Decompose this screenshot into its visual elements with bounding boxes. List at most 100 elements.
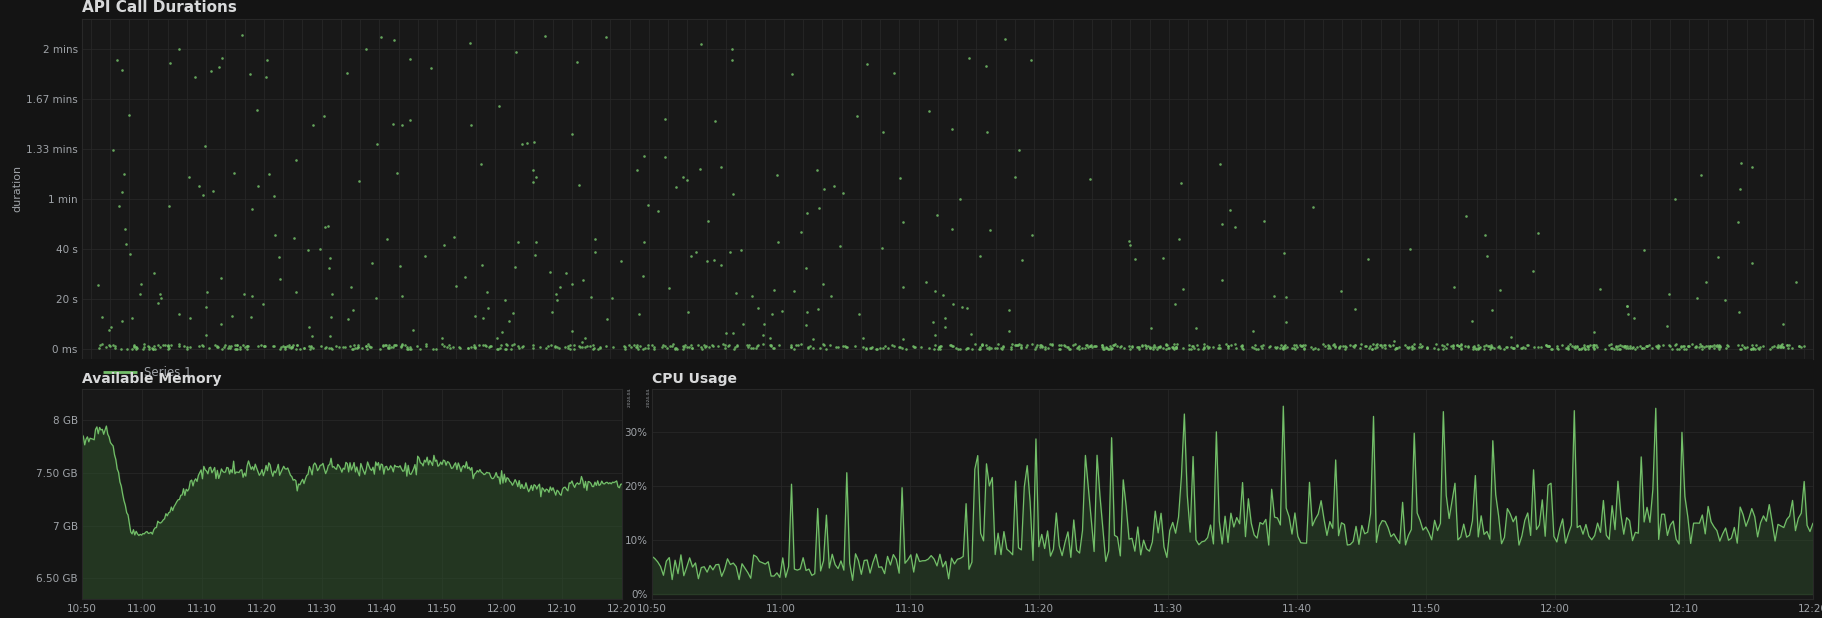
Point [650, 341, 680, 351]
Point [1773, 340, 1802, 350]
Point [472, 287, 501, 297]
Point [474, 303, 503, 313]
Point [1694, 341, 1724, 351]
Point [321, 341, 350, 351]
Point [259, 341, 288, 350]
Point [191, 329, 220, 339]
Point [676, 341, 705, 350]
Point [862, 344, 891, 354]
Point [1152, 344, 1181, 354]
Point [1359, 339, 1388, 349]
Point [496, 344, 525, 353]
Point [1354, 255, 1383, 265]
Point [661, 344, 691, 353]
Point [1547, 340, 1576, 350]
Point [1738, 341, 1767, 350]
Point [1308, 339, 1337, 349]
Point [206, 273, 235, 282]
Point [149, 340, 179, 350]
Point [1204, 340, 1233, 350]
Point [578, 344, 607, 354]
Point [1474, 341, 1503, 351]
Point [1581, 340, 1611, 350]
Point [1764, 341, 1793, 350]
Point [1605, 344, 1634, 354]
Point [565, 341, 594, 350]
Point [889, 282, 918, 292]
Point [1469, 344, 1498, 354]
Point [1088, 341, 1117, 350]
Point [756, 340, 785, 350]
Point [284, 344, 313, 353]
Point [275, 342, 304, 352]
Point [432, 342, 461, 352]
Point [337, 305, 366, 315]
Point [97, 322, 126, 332]
Point [466, 159, 496, 169]
Point [1341, 341, 1370, 350]
Point [1100, 339, 1130, 349]
Point [333, 67, 363, 77]
Point [295, 344, 324, 353]
Point [1618, 342, 1647, 352]
Point [335, 341, 364, 350]
Point [543, 295, 572, 305]
Point [1405, 339, 1434, 349]
Point [975, 344, 1004, 353]
Point [1580, 341, 1609, 350]
Point [1693, 341, 1722, 351]
Point [1075, 174, 1104, 184]
Point [226, 344, 255, 353]
Point [133, 341, 162, 350]
Point [1397, 342, 1427, 352]
Point [270, 342, 299, 352]
Point [1470, 231, 1500, 240]
Point [727, 245, 756, 255]
Point [864, 344, 893, 354]
Point [1459, 341, 1489, 351]
Point [250, 341, 279, 351]
Point [293, 245, 322, 255]
Point [361, 293, 390, 303]
Point [250, 341, 279, 351]
Point [242, 105, 271, 115]
Point [552, 268, 581, 277]
Point [441, 281, 470, 291]
Point [271, 344, 301, 354]
Point [468, 260, 497, 270]
Point [703, 341, 732, 351]
Point [559, 344, 589, 353]
Point [734, 342, 763, 352]
Point [233, 341, 262, 351]
Point [281, 155, 310, 165]
Point [146, 342, 175, 352]
Point [1784, 341, 1813, 351]
Point [776, 340, 805, 350]
Point [1786, 342, 1815, 352]
Point [743, 340, 773, 350]
Point [1162, 342, 1192, 352]
Point [388, 339, 417, 349]
Point [164, 339, 193, 349]
Point [1028, 341, 1057, 350]
Point [111, 239, 140, 249]
Point [215, 341, 244, 350]
Point [1725, 184, 1755, 194]
Point [395, 115, 425, 125]
Point [1279, 344, 1308, 353]
Point [244, 181, 273, 191]
Point [623, 166, 652, 176]
Point [1399, 343, 1428, 353]
Point [906, 342, 935, 352]
Point [1500, 344, 1529, 353]
Point [598, 294, 627, 303]
Point [687, 39, 716, 49]
Point [634, 343, 663, 353]
Point [1744, 344, 1773, 353]
Point [517, 344, 547, 353]
Point [995, 305, 1024, 315]
Point [208, 53, 237, 63]
Point [1663, 344, 1693, 353]
Point [1141, 342, 1170, 352]
Point [674, 342, 703, 352]
